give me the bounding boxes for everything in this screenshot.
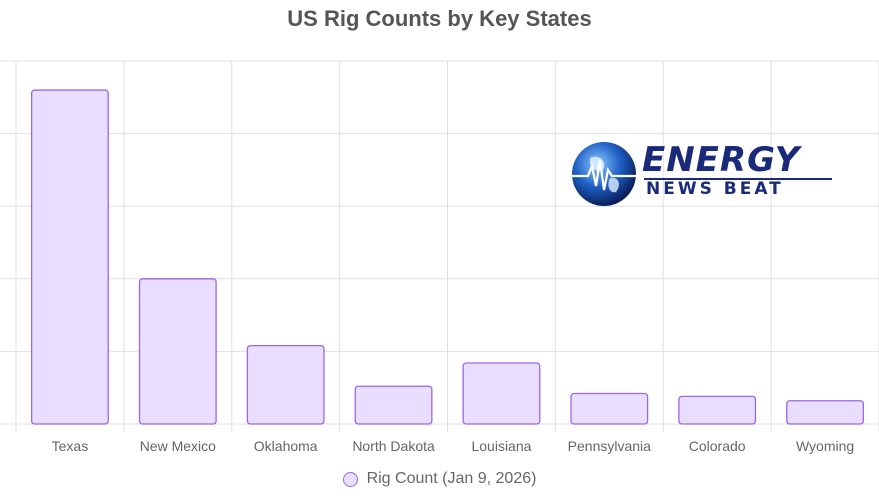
bar-pennsylvania xyxy=(570,392,649,425)
x-tick-label: Texas xyxy=(52,438,89,454)
bar-new-mexico xyxy=(138,278,217,425)
legend-label: Rig Count (Jan 9, 2026) xyxy=(366,470,537,487)
bar-colorado xyxy=(678,395,757,425)
x-tick-label: Colorado xyxy=(689,438,746,454)
bar-north-dakota xyxy=(354,385,433,425)
legend-swatch xyxy=(342,471,358,487)
x-tick-label: Louisiana xyxy=(471,438,531,454)
x-tick-label: New Mexico xyxy=(140,438,216,454)
logo-energy-text: ENERGY xyxy=(642,140,801,180)
x-tick-label: North Dakota xyxy=(352,438,435,454)
energy-news-beat-logo: ENERGY NEWS BEAT xyxy=(570,140,834,210)
bar-oklahoma xyxy=(246,344,325,425)
globe-icon xyxy=(572,142,636,206)
logo-divider xyxy=(644,178,832,180)
x-tick-label: Wyoming xyxy=(796,438,854,454)
bar-louisiana xyxy=(462,362,541,425)
bar-texas xyxy=(30,89,109,425)
bar-wyoming xyxy=(786,400,865,425)
x-tick-label: Oklahoma xyxy=(254,438,318,454)
x-tick-label: Pennsylvania xyxy=(568,438,651,454)
chart-legend[interactable]: Rig Count (Jan 9, 2026) xyxy=(0,470,879,488)
chart-title: US Rig Counts by Key States xyxy=(287,6,592,31)
logo-news-beat-text: NEWS BEAT xyxy=(646,179,784,199)
